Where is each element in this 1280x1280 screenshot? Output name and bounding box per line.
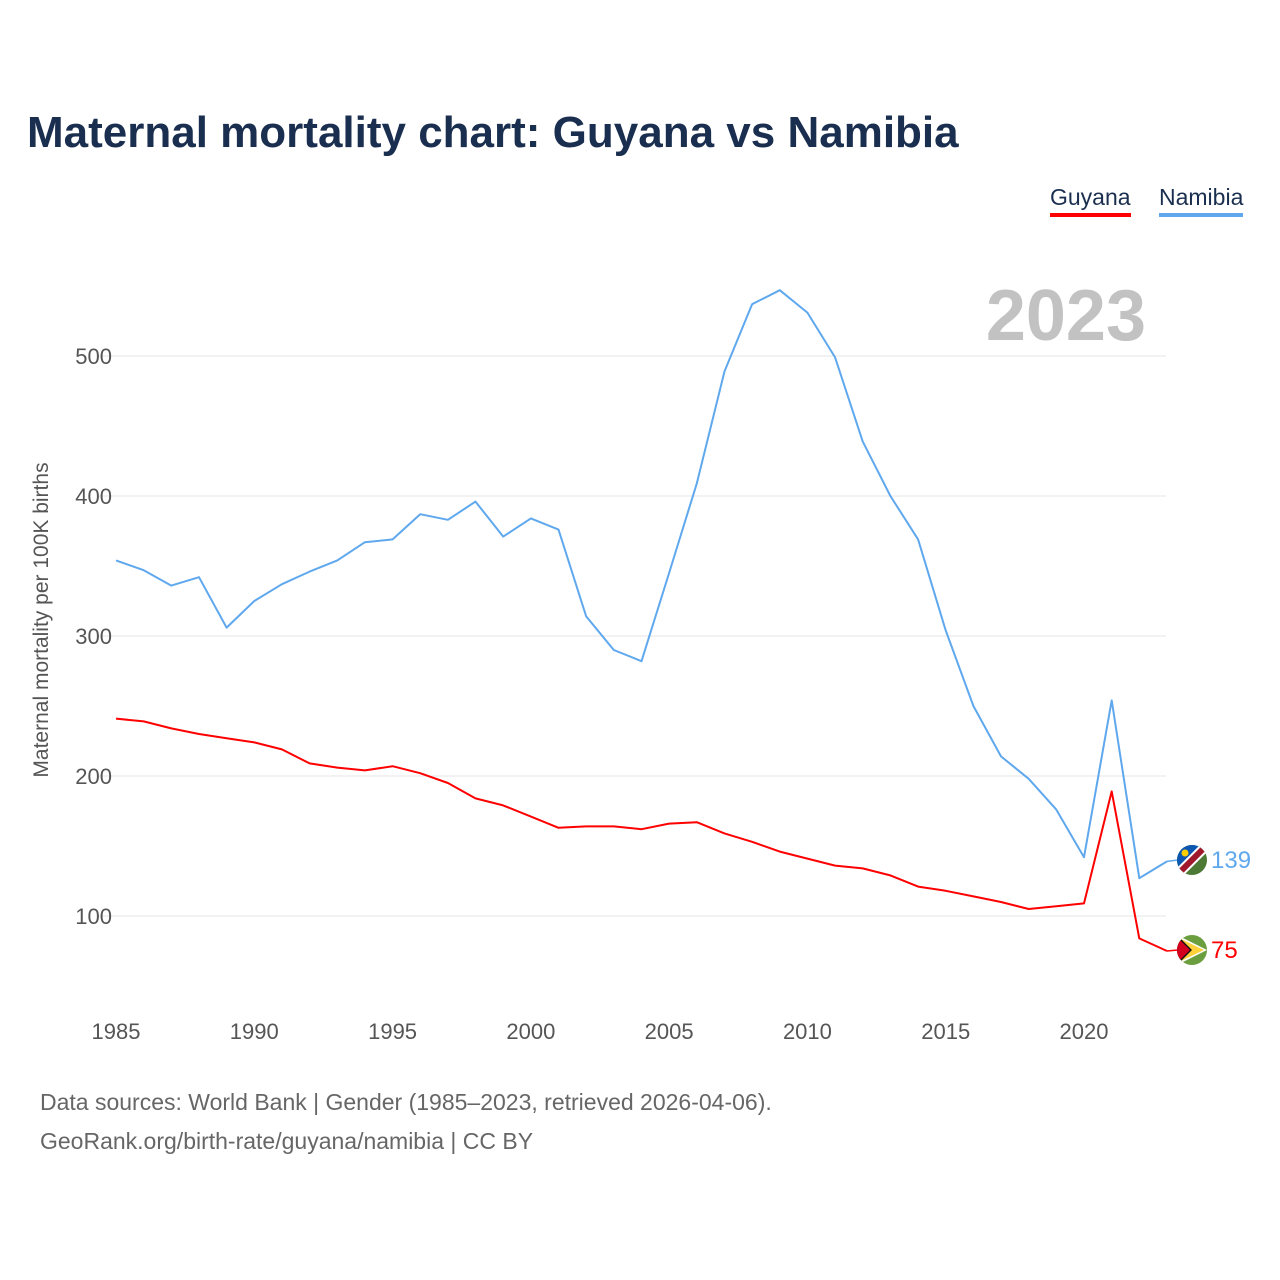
y-tick-label: 100 xyxy=(75,904,112,929)
y-tick-label: 400 xyxy=(75,484,112,509)
end-connector xyxy=(1166,949,1179,952)
x-tick-label: 2010 xyxy=(783,1019,832,1044)
x-tick-label: 1985 xyxy=(92,1019,141,1044)
x-tick-label: 1990 xyxy=(230,1019,279,1044)
series-line-namibia xyxy=(115,289,1168,880)
end-connector xyxy=(1166,859,1179,863)
legend-namibia[interactable]: Namibia xyxy=(1159,184,1244,217)
x-tick-label: 1995 xyxy=(368,1019,417,1044)
footer-link[interactable]: GeoRank.org/birth-rate/guyana/namibia | … xyxy=(40,1128,534,1154)
year-watermark: 2023 xyxy=(986,276,1146,356)
y-tick-label: 300 xyxy=(75,624,112,649)
namibia-flag-icon xyxy=(1177,845,1207,875)
y-tick-label: 500 xyxy=(75,344,112,369)
end-value-guyana: 75 xyxy=(1211,937,1238,964)
x-tick-label: 2020 xyxy=(1060,1019,1109,1044)
x-tick-label: 2000 xyxy=(506,1019,555,1044)
series-line-guyana xyxy=(115,717,1168,952)
footer-sources: Data sources: World Bank | Gender (1985–… xyxy=(40,1089,772,1115)
legend-guyana[interactable]: Guyana xyxy=(1050,184,1131,217)
x-tick-label: 2015 xyxy=(921,1019,970,1044)
chart-title: Maternal mortality chart: Guyana vs Nami… xyxy=(27,108,959,157)
y-tick-label: 200 xyxy=(75,764,112,789)
x-tick-label: 2005 xyxy=(645,1019,694,1044)
end-value-namibia: 139 xyxy=(1211,847,1251,874)
guyana-flag-icon xyxy=(1177,935,1207,965)
